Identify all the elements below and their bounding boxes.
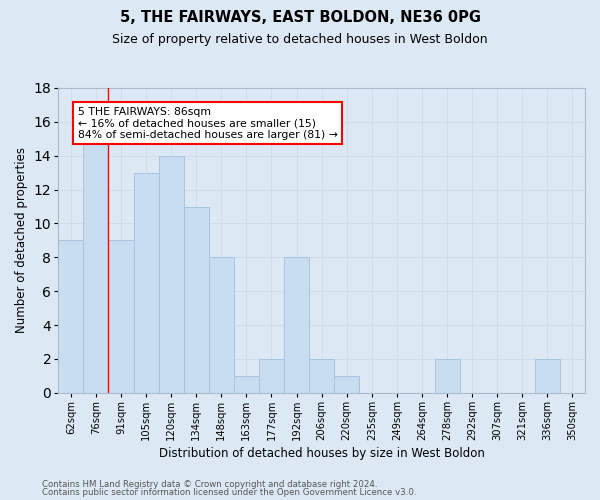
- Y-axis label: Number of detached properties: Number of detached properties: [15, 148, 28, 334]
- Text: Contains HM Land Registry data © Crown copyright and database right 2024.: Contains HM Land Registry data © Crown c…: [42, 480, 377, 489]
- Bar: [334, 376, 359, 392]
- Bar: [209, 258, 234, 392]
- Bar: [234, 376, 259, 392]
- Bar: [58, 240, 83, 392]
- Bar: [83, 139, 109, 392]
- Bar: [133, 172, 158, 392]
- Bar: [109, 240, 133, 392]
- Bar: [309, 359, 334, 392]
- Bar: [535, 359, 560, 392]
- Bar: [284, 258, 309, 392]
- Bar: [434, 359, 460, 392]
- Text: Size of property relative to detached houses in West Boldon: Size of property relative to detached ho…: [112, 32, 488, 46]
- Bar: [158, 156, 184, 392]
- Bar: [184, 206, 209, 392]
- Text: 5 THE FAIRWAYS: 86sqm
← 16% of detached houses are smaller (15)
84% of semi-deta: 5 THE FAIRWAYS: 86sqm ← 16% of detached …: [78, 106, 338, 140]
- X-axis label: Distribution of detached houses by size in West Boldon: Distribution of detached houses by size …: [158, 447, 485, 460]
- Text: 5, THE FAIRWAYS, EAST BOLDON, NE36 0PG: 5, THE FAIRWAYS, EAST BOLDON, NE36 0PG: [119, 10, 481, 25]
- Bar: [259, 359, 284, 392]
- Text: Contains public sector information licensed under the Open Government Licence v3: Contains public sector information licen…: [42, 488, 416, 497]
